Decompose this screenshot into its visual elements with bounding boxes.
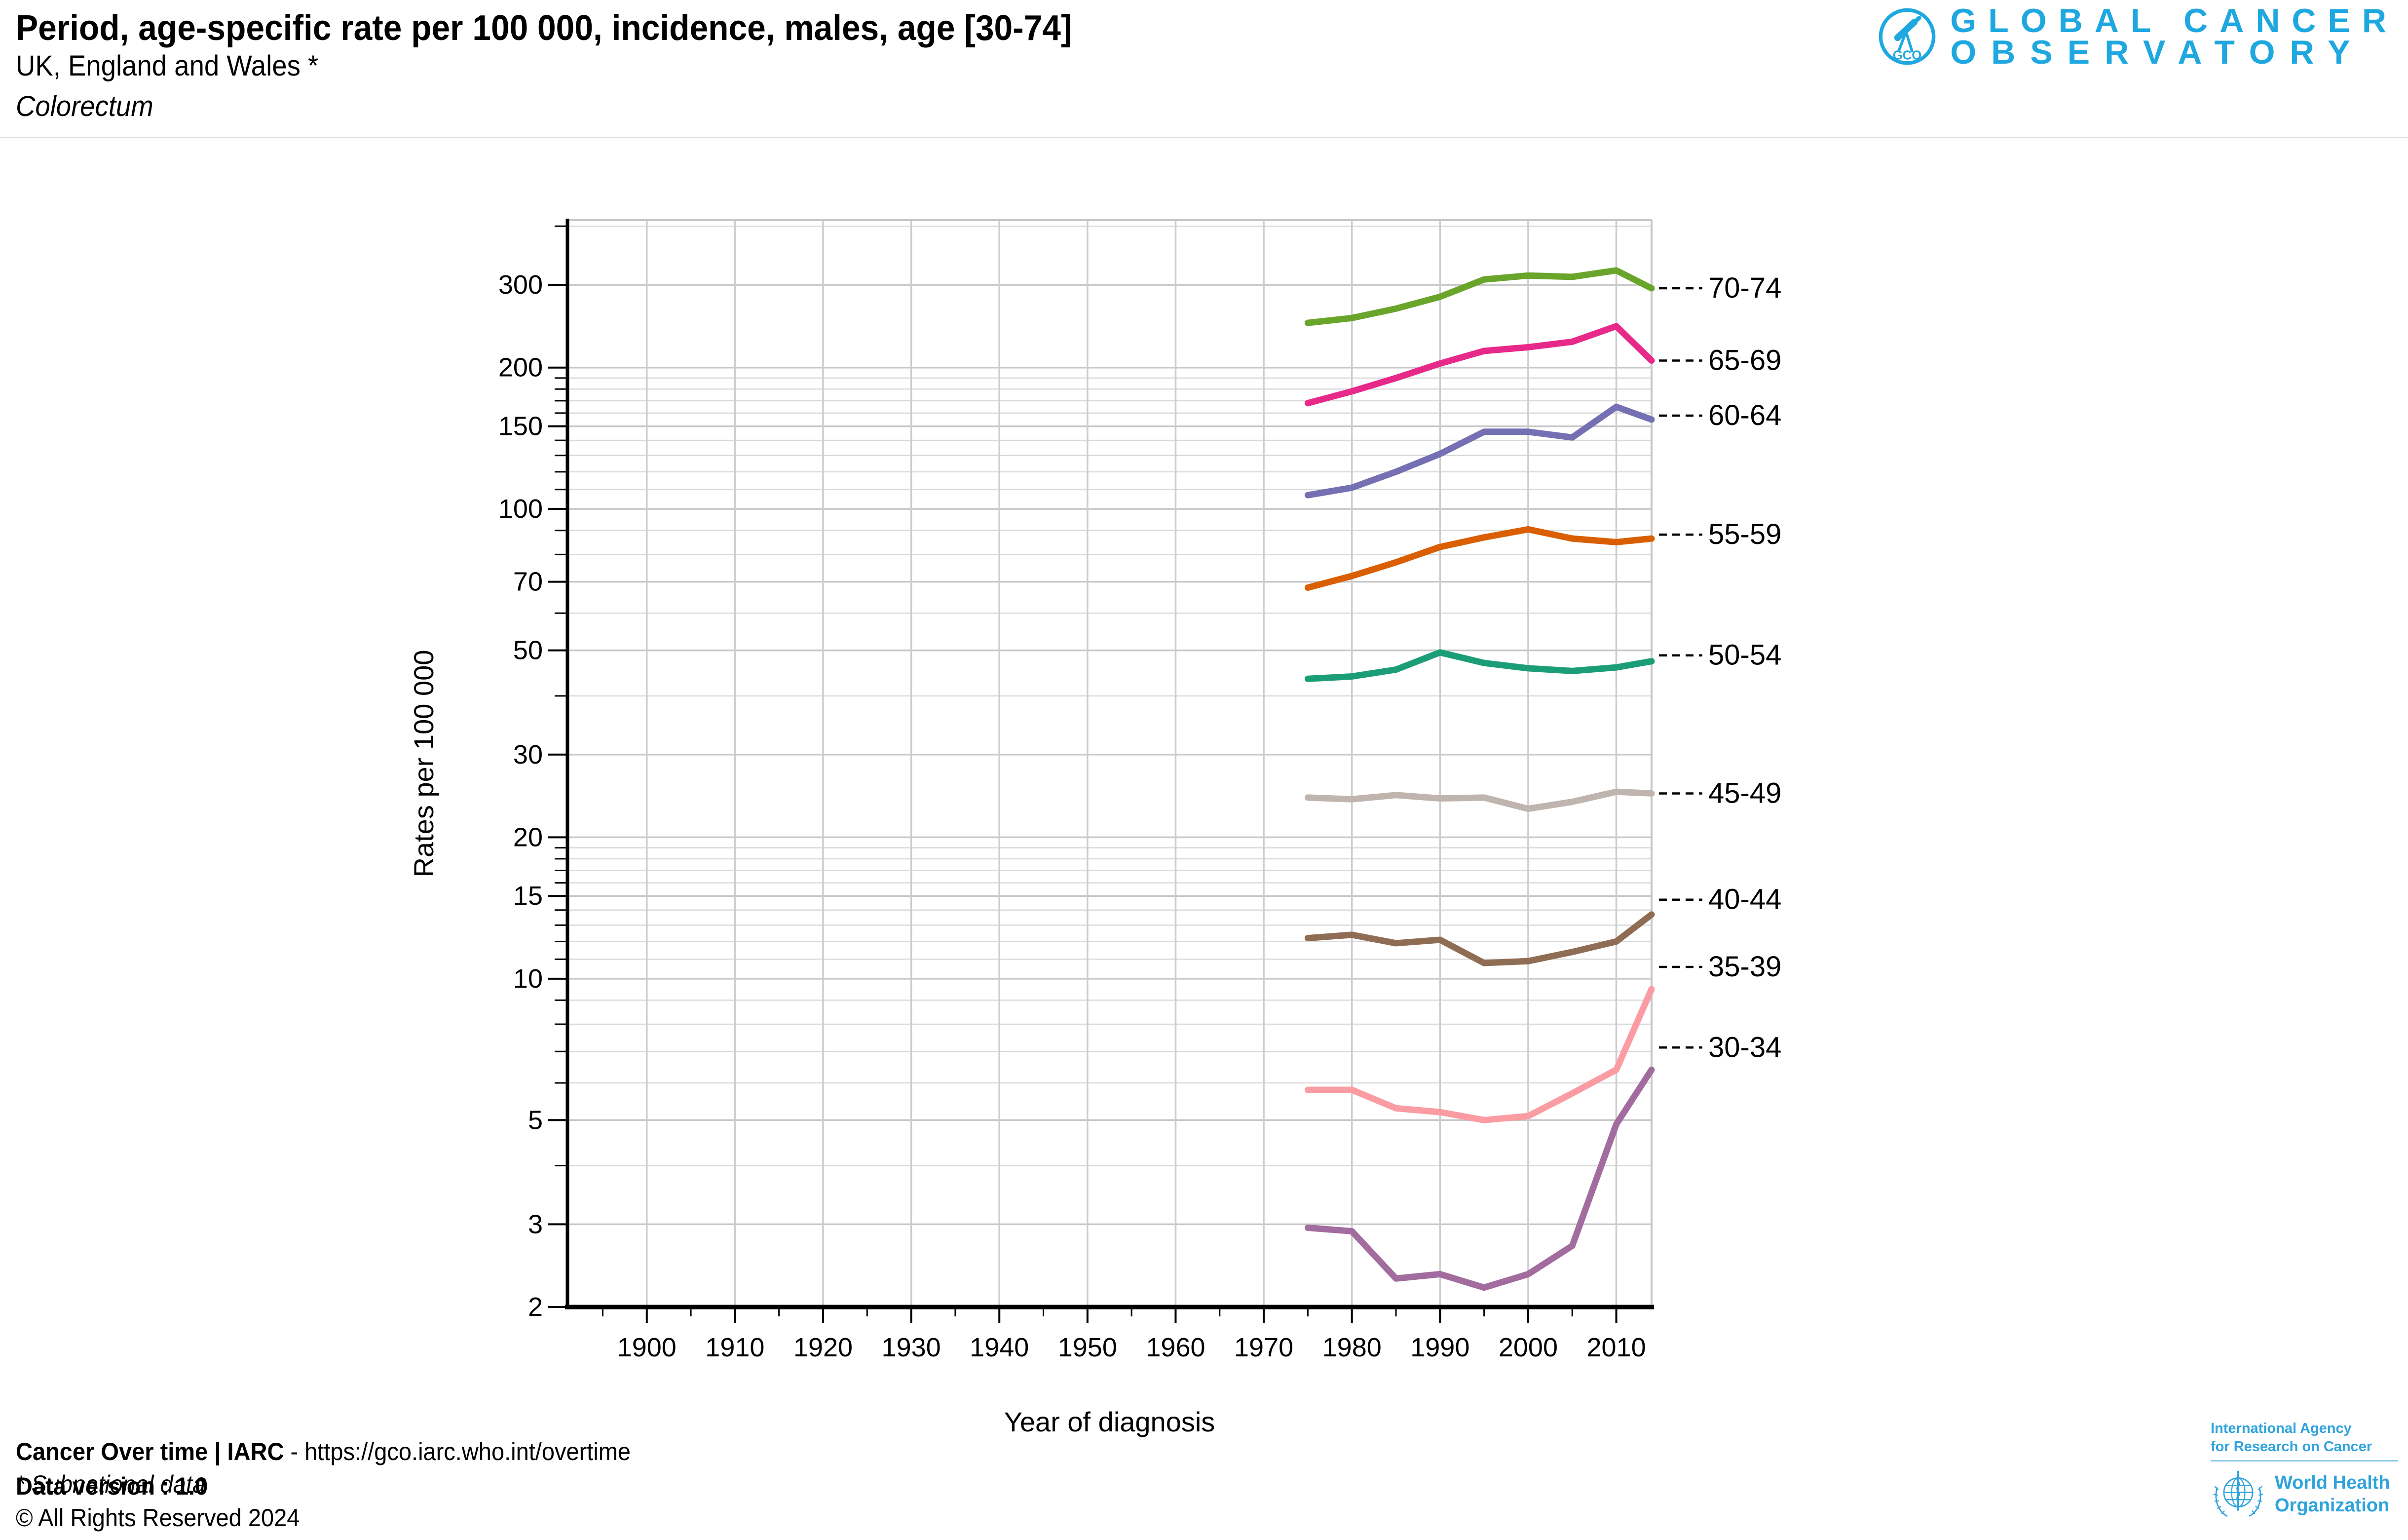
x-tick-label-1960: 1960 — [1146, 1333, 1205, 1362]
y-tick-label-200: 200 — [498, 353, 543, 383]
series-line-45-49 — [1304, 788, 1655, 812]
footer-right: International Agency for Research on Can… — [2211, 1420, 2398, 1522]
x-tick-label-1990: 1990 — [1410, 1333, 1469, 1362]
y-tick-label-30: 30 — [513, 740, 543, 770]
who-name-line1: World Health — [2275, 1472, 2390, 1493]
x-tick-label-1950: 1950 — [1058, 1333, 1117, 1362]
footer-overlap-line: * Subnational data Data version : 1.0 — [16, 1470, 707, 1502]
series-line-65-69 — [1304, 323, 1655, 407]
gco-logo-line2: OBSERVATORY — [1950, 34, 2365, 71]
y-tick-label-50: 50 — [513, 636, 543, 665]
who-divider — [2211, 1460, 2398, 1462]
series-label-65-69: 65-69 — [1708, 344, 1781, 376]
page-subtitle: UK, England and Wales * — [16, 50, 319, 82]
x-tick-label-2000: 2000 — [1499, 1333, 1558, 1362]
y-tick-label-100: 100 — [498, 494, 543, 524]
series-label-50-54: 50-54 — [1708, 639, 1781, 671]
y-tick-label-3: 3 — [528, 1209, 543, 1239]
source-line: Cancer Over time | IARC - https://gco.ia… — [16, 1437, 631, 1466]
series-line-35-39 — [1304, 986, 1655, 1123]
who-emblem-icon — [2213, 1470, 2263, 1517]
data-version: Data version : 1.0 — [16, 1472, 208, 1500]
y-tick-label-20: 20 — [513, 822, 543, 852]
who-name: World Health Organization — [2275, 1471, 2390, 1517]
y-tick-label-150: 150 — [498, 412, 543, 441]
x-axis-title: Year of diagnosis — [1004, 1406, 1215, 1437]
source-name: Cancer Over time | IARC — [16, 1438, 284, 1465]
x-tick-label-2010: 2010 — [1586, 1333, 1646, 1362]
series-line-30-34 — [1304, 1066, 1655, 1291]
x-tick-label-1940: 1940 — [970, 1333, 1029, 1362]
y-tick-label-2: 2 — [528, 1292, 543, 1322]
header-divider — [0, 137, 2408, 138]
x-tick-label-1910: 1910 — [705, 1333, 764, 1362]
y-tick-label-300: 300 — [498, 270, 543, 300]
x-tick-label-1980: 1980 — [1322, 1333, 1382, 1362]
series-label-30-34: 30-34 — [1708, 1031, 1781, 1063]
series-line-50-54 — [1304, 649, 1655, 682]
who-name-line2: Organization — [2275, 1495, 2390, 1516]
series-label-35-39: 35-39 — [1708, 951, 1781, 983]
y-tick-label-10: 10 — [513, 964, 543, 994]
y-axis-title: Rates per 100 000 — [408, 650, 439, 878]
cancer-site-label: Colorectum — [16, 90, 153, 122]
series-label-55-59: 55-59 — [1708, 518, 1781, 550]
y-tick-label-15: 15 — [513, 881, 543, 911]
series-label-45-49: 45-49 — [1708, 777, 1781, 809]
x-tick-label-1920: 1920 — [793, 1333, 853, 1362]
page-title: Period, age-specific rate per 100 000, i… — [16, 8, 1072, 48]
series-line-60-64 — [1304, 403, 1655, 499]
iarc-name-line2: for Research on Cancer — [2211, 1439, 2372, 1455]
series-label-60-64: 60-64 — [1708, 399, 1781, 431]
y-tick-label-5: 5 — [528, 1105, 543, 1135]
iarc-name: International Agency for Research on Can… — [2211, 1420, 2398, 1456]
gco-logo: GCO GLOBAL CANCER OBSERVATORY — [1877, 2, 2398, 71]
subnational-note: * Subnational data — [16, 1470, 206, 1498]
source-url: - https://gco.iarc.who.int/overtime — [284, 1438, 631, 1465]
gco-logo-line1: GLOBAL CANCER — [1950, 2, 2398, 39]
series-label-40-44: 40-44 — [1708, 884, 1781, 916]
series-line-70-74 — [1304, 267, 1655, 326]
series-label-70-74: 70-74 — [1708, 272, 1781, 304]
x-tick-label-1900: 1900 — [617, 1333, 677, 1362]
gco-telescope-icon: GCO — [1879, 8, 1936, 65]
iarc-name-line1: International Agency — [2211, 1421, 2352, 1436]
x-tick-label-1930: 1930 — [882, 1333, 941, 1362]
x-tick-label-1970: 1970 — [1234, 1333, 1293, 1362]
copyright: © All Rights Reserved 2024 — [16, 1504, 300, 1532]
svg-text:GCO: GCO — [1893, 48, 1921, 62]
series-line-40-44 — [1304, 911, 1655, 966]
y-tick-label-70: 70 — [513, 567, 543, 597]
series-line-55-59 — [1304, 526, 1655, 591]
